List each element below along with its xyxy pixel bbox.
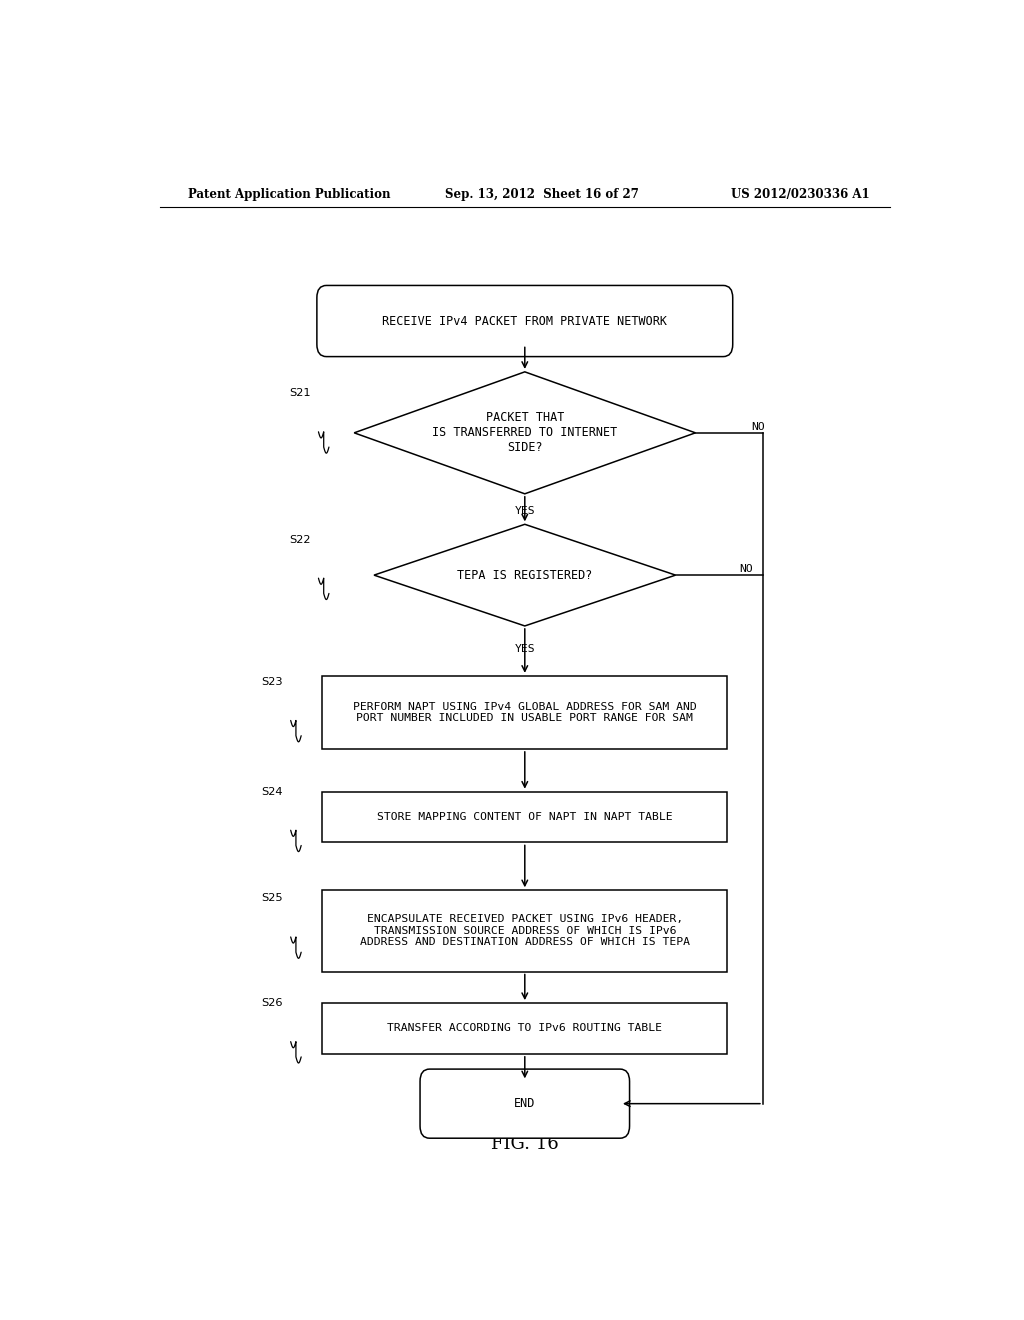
Text: RECEIVE IPv4 PACKET FROM PRIVATE NETWORK: RECEIVE IPv4 PACKET FROM PRIVATE NETWORK <box>382 314 668 327</box>
Text: TRANSFER ACCORDING TO IPv6 ROUTING TABLE: TRANSFER ACCORDING TO IPv6 ROUTING TABLE <box>387 1023 663 1034</box>
Text: Sep. 13, 2012  Sheet 16 of 27: Sep. 13, 2012 Sheet 16 of 27 <box>445 189 639 202</box>
Text: Patent Application Publication: Patent Application Publication <box>187 189 390 202</box>
Text: FIG. 16: FIG. 16 <box>490 1135 559 1154</box>
Text: S26: S26 <box>261 998 283 1008</box>
Text: PACKET THAT
IS TRANSFERRED TO INTERNET
SIDE?: PACKET THAT IS TRANSFERRED TO INTERNET S… <box>432 412 617 454</box>
Text: S24: S24 <box>261 787 283 797</box>
Text: S22: S22 <box>289 535 310 545</box>
Bar <box>323 890 727 972</box>
Polygon shape <box>374 524 676 626</box>
Text: ENCAPSULATE RECEIVED PACKET USING IPv6 HEADER,
TRANSMISSION SOURCE ADDRESS OF WH: ENCAPSULATE RECEIVED PACKET USING IPv6 H… <box>359 915 690 948</box>
Bar <box>323 676 727 748</box>
Bar <box>323 1003 727 1053</box>
Text: END: END <box>514 1097 536 1110</box>
Polygon shape <box>354 372 695 494</box>
Text: YES: YES <box>514 506 536 516</box>
FancyBboxPatch shape <box>420 1069 630 1138</box>
FancyBboxPatch shape <box>316 285 733 356</box>
Text: US 2012/0230336 A1: US 2012/0230336 A1 <box>731 189 869 202</box>
Text: YES: YES <box>514 644 536 655</box>
Text: TEPA IS REGISTERED?: TEPA IS REGISTERED? <box>457 569 593 582</box>
Bar <box>323 792 727 842</box>
Text: STORE MAPPING CONTENT OF NAPT IN NAPT TABLE: STORE MAPPING CONTENT OF NAPT IN NAPT TA… <box>377 812 673 822</box>
Text: PERFORM NAPT USING IPv4 GLOBAL ADDRESS FOR SAM AND
PORT NUMBER INCLUDED IN USABL: PERFORM NAPT USING IPv4 GLOBAL ADDRESS F… <box>353 701 696 723</box>
Text: S21: S21 <box>289 388 310 399</box>
Text: NO: NO <box>739 564 753 574</box>
Text: NO: NO <box>751 422 765 432</box>
Text: S25: S25 <box>261 894 283 903</box>
Text: S23: S23 <box>261 677 283 686</box>
